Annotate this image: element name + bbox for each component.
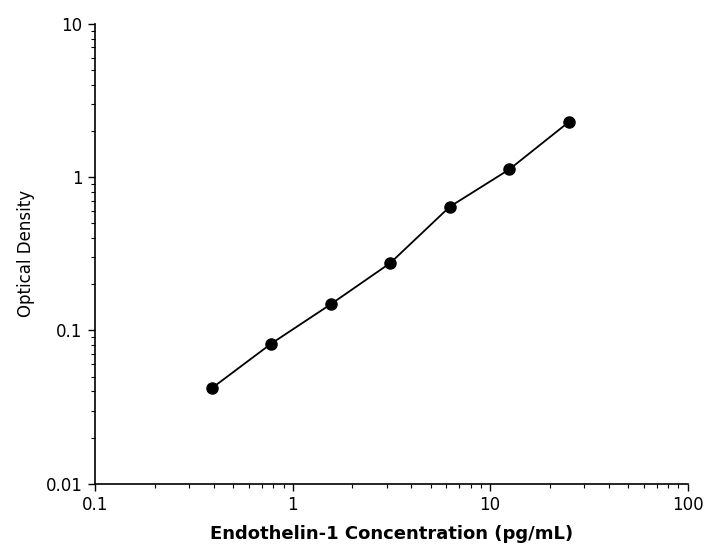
Y-axis label: Optical Density: Optical Density bbox=[17, 190, 35, 318]
X-axis label: Endothelin-1 Concentration (pg/mL): Endothelin-1 Concentration (pg/mL) bbox=[210, 525, 573, 543]
